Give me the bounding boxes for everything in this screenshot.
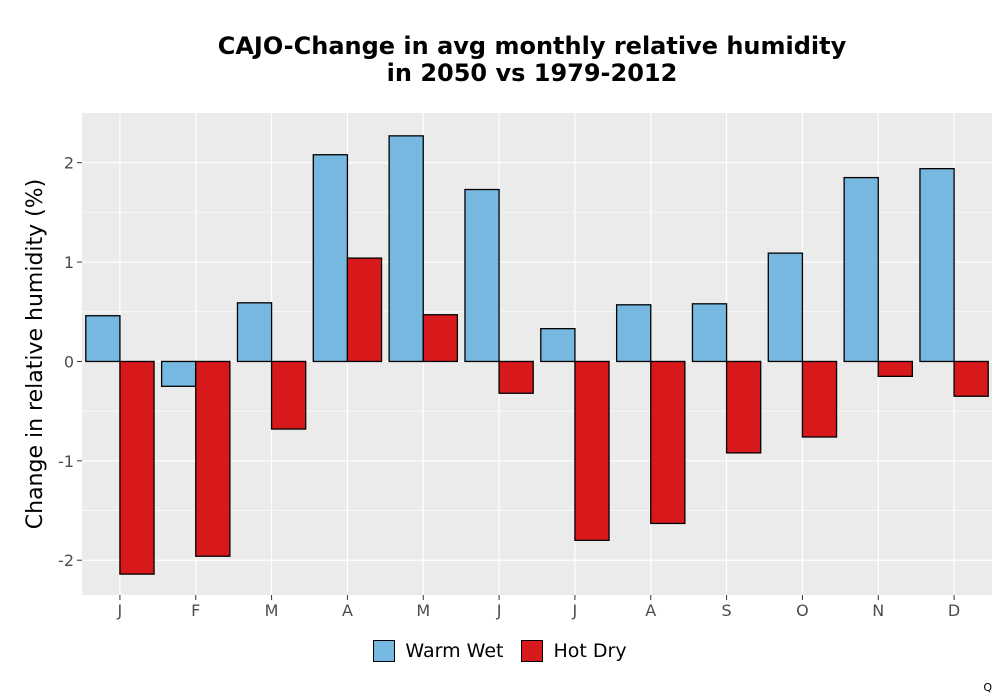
bar-warm-wet-0 xyxy=(85,315,121,363)
y-tick-label: -2 xyxy=(58,551,74,570)
corner-mark: Q xyxy=(983,681,992,694)
bar-warm-wet-8 xyxy=(691,303,728,363)
legend-label-hot-dry: Hot Dry xyxy=(553,640,627,662)
x-tick-label: M xyxy=(265,601,279,620)
x-tick-label: J xyxy=(496,601,502,620)
legend-item-warm-wet: Warm Wet xyxy=(373,640,503,662)
legend-swatch-warm-wet xyxy=(373,640,396,662)
y-tick-label: -1 xyxy=(58,452,74,471)
x-tick-label: A xyxy=(342,601,353,620)
y-tick-label: 0 xyxy=(64,352,74,371)
bar-warm-wet-11 xyxy=(919,168,955,363)
bar-warm-wet-9 xyxy=(767,252,804,363)
bar-hot-dry-8 xyxy=(725,360,762,454)
bar-warm-wet-4 xyxy=(388,135,424,363)
bar-warm-wet-7 xyxy=(615,304,652,363)
bar-hot-dry-5 xyxy=(498,360,534,394)
bar-hot-dry-3 xyxy=(346,257,383,363)
bar-warm-wet-1 xyxy=(160,360,197,387)
bar-warm-wet-6 xyxy=(540,328,576,363)
y-axis-title: Change in relative humidity (%) xyxy=(23,179,48,529)
legend-label-warm-wet: Warm Wet xyxy=(405,640,504,662)
bar-hot-dry-1 xyxy=(195,360,231,557)
y-tick-label: 2 xyxy=(64,154,74,173)
chart-title-line1: CAJO-Change in avg monthly relative humi… xyxy=(217,32,847,60)
bar-hot-dry-0 xyxy=(119,360,155,575)
legend-swatch-hot-dry xyxy=(521,640,544,662)
chart-title-line2: in 2050 vs 1979-2012 xyxy=(386,59,678,87)
bar-warm-wet-3 xyxy=(312,154,349,363)
bar-hot-dry-7 xyxy=(650,360,686,525)
x-tick-label: D xyxy=(948,601,960,620)
bar-hot-dry-11 xyxy=(953,360,989,397)
x-tick-label: S xyxy=(722,601,732,620)
bar-hot-dry-4 xyxy=(422,314,459,363)
x-tick-label: J xyxy=(117,601,123,620)
x-tick-label: O xyxy=(796,601,809,620)
legend-item-hot-dry: Hot Dry xyxy=(521,640,627,662)
bar-hot-dry-10 xyxy=(877,360,914,378)
bar-hot-dry-6 xyxy=(574,360,610,541)
x-tick-label: A xyxy=(645,601,656,620)
plot-panel xyxy=(82,113,992,595)
x-tick-label: N xyxy=(872,601,884,620)
bar-hot-dry-9 xyxy=(801,360,838,438)
bar-warm-wet-10 xyxy=(843,176,879,363)
bar-hot-dry-2 xyxy=(270,360,307,430)
x-tick-label: J xyxy=(572,601,578,620)
x-tick-label: M xyxy=(416,601,430,620)
y-tick-label: 1 xyxy=(64,253,74,272)
bar-warm-wet-5 xyxy=(464,188,500,363)
x-tick-label: F xyxy=(191,601,200,620)
bar-warm-wet-2 xyxy=(236,302,273,363)
legend: Warm Wet Hot Dry xyxy=(0,640,1000,662)
